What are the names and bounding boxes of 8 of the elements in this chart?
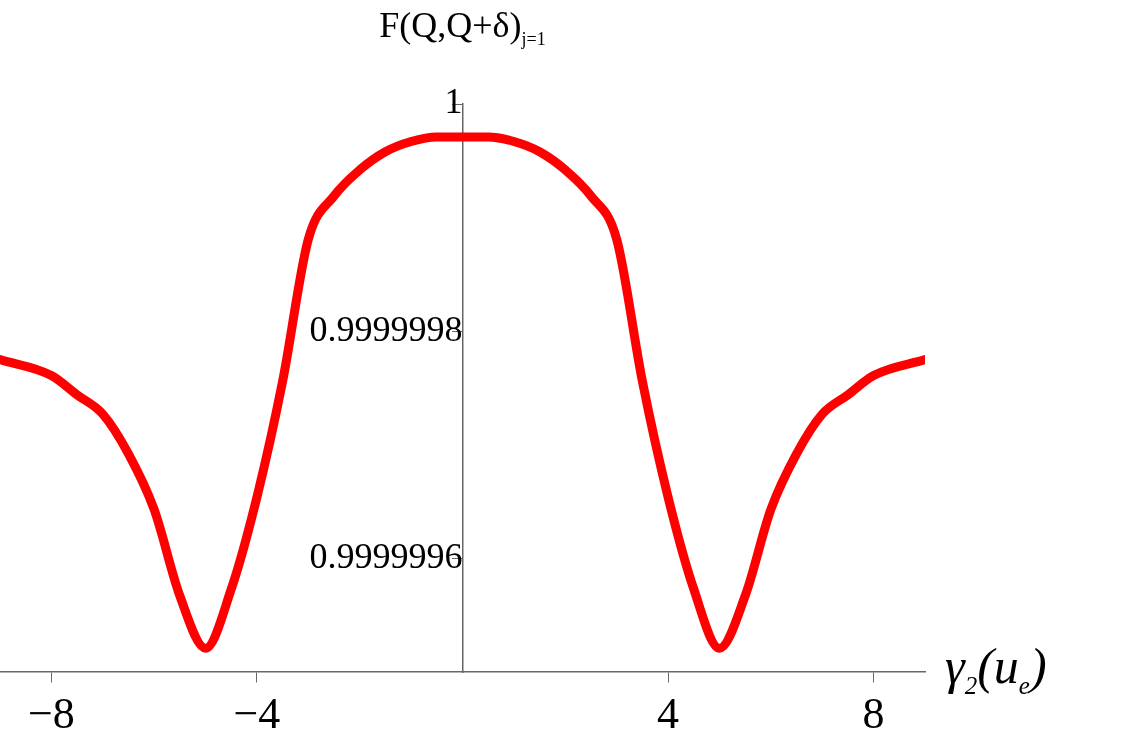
x-tick-label: −8 (27, 688, 75, 738)
y-tick-label: 0.9999996 (309, 535, 463, 576)
x-tick-label: 4 (657, 688, 680, 738)
x-axis-title: γ$_{2}$(u$_{e}$) (945, 637, 1047, 700)
y-tick-label: 0.9999998 (309, 308, 463, 349)
y-axis-title: F(Q,Q+δ)$_{j=1}$ (379, 4, 546, 51)
x-tick-label: −4 (233, 688, 281, 738)
x-tick-label: 8 (862, 688, 885, 738)
